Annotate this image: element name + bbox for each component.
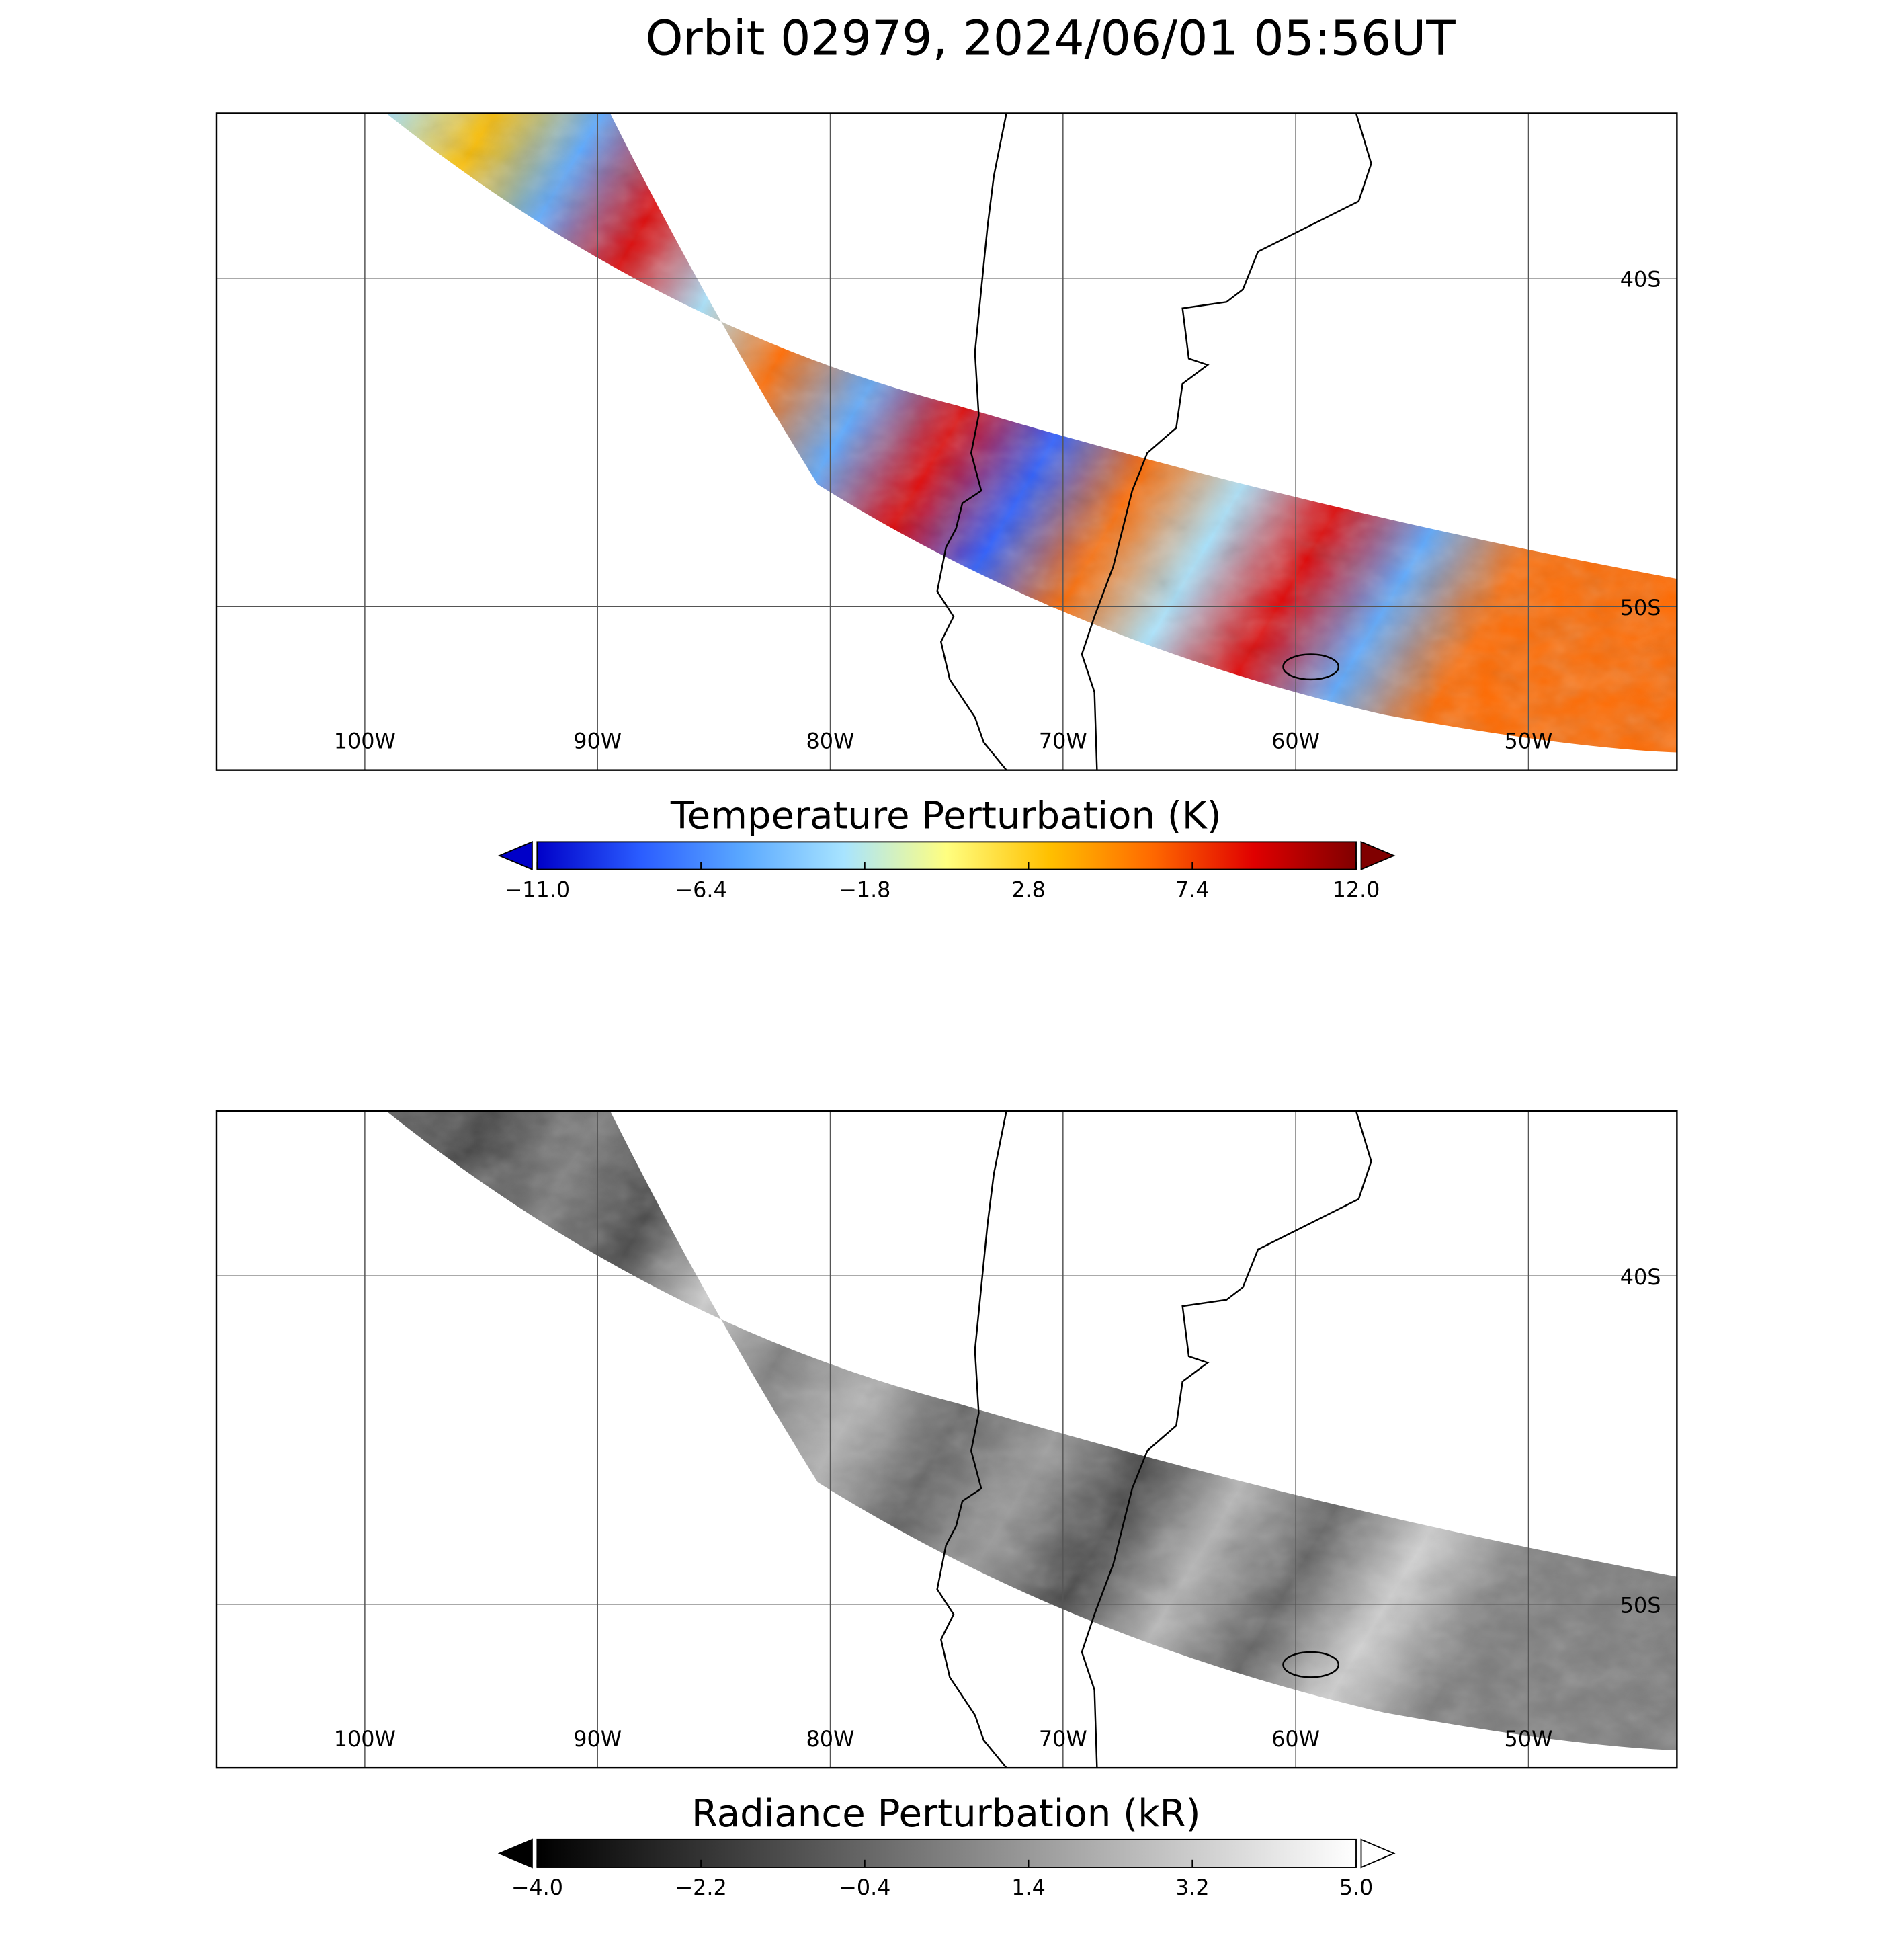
colorbar-extend-low <box>497 840 533 870</box>
colorbar-tick-label: −11.0 <box>505 876 571 902</box>
colorbar-tick-label: 7.4 <box>1175 876 1210 902</box>
colorbar-tick-label: 3.2 <box>1175 1875 1210 1900</box>
coastline <box>936 113 1372 770</box>
colorbar-extend-high <box>1360 1838 1396 1869</box>
colorbar-tick-label: −1.8 <box>839 876 890 902</box>
lon-label: 90W <box>573 1726 622 1752</box>
map-frame <box>215 112 1678 771</box>
colorbar-tick-label: 2.8 <box>1011 876 1046 902</box>
colorbar-title: Radiance Perturbation (kR) <box>691 1792 1201 1836</box>
lat-label: 40S <box>1620 266 1661 292</box>
colorbar-tick-label: 12.0 <box>1333 876 1380 902</box>
lon-label: 80W <box>806 1726 855 1752</box>
colorbar <box>536 1838 1357 1868</box>
map-frame <box>215 1110 1678 1769</box>
lat-label: 50S <box>1620 1593 1661 1619</box>
lon-label: 50W <box>1505 1726 1553 1752</box>
lon-label: 70W <box>1039 1726 1087 1752</box>
lat-label: 40S <box>1620 1264 1661 1290</box>
falkland-islands <box>1282 1651 1340 1678</box>
colorbar-tick-label: 5.0 <box>1339 1875 1374 1900</box>
coastline <box>936 1110 1372 1768</box>
lon-label: 100W <box>334 728 396 753</box>
figure-title: Orbit 02979, 2024/06/01 05:56UT <box>646 10 1456 66</box>
colorbar-tick-label: −6.4 <box>675 876 726 902</box>
lon-label: 90W <box>573 728 622 753</box>
lon-label: 100W <box>334 1726 396 1752</box>
lon-label: 60W <box>1271 728 1320 753</box>
colorbar-title: Temperature Perturbation (K) <box>670 794 1222 838</box>
colorbar-tick-label: 1.4 <box>1011 1875 1046 1900</box>
colorbar-extend-high <box>1360 840 1396 870</box>
lat-label: 50S <box>1620 595 1661 620</box>
colorbar-extend-low <box>497 1838 533 1869</box>
lon-label: 60W <box>1271 1726 1320 1752</box>
lon-label: 50W <box>1505 728 1553 753</box>
falkland-islands <box>1282 653 1340 681</box>
map-panel: 100W 90W 80W 70W 60W 50W 40S 50S Radiance Pertur… <box>215 1110 1678 1900</box>
lon-label: 80W <box>806 728 855 753</box>
map-area <box>216 113 1677 770</box>
colorbar-tick-label: −4.0 <box>511 1875 563 1900</box>
swath-texture <box>386 1110 1677 1750</box>
lon-label: 70W <box>1039 728 1087 753</box>
colorbar-tick-label: −2.2 <box>675 1875 726 1900</box>
colorbar-tick-label: −0.4 <box>839 1875 890 1900</box>
map-area <box>216 1110 1677 1768</box>
colorbar <box>536 841 1357 870</box>
map-panel: 100W 90W 80W 70W 60W 50W 40S 50S Temperature Per… <box>215 112 1678 902</box>
swath-texture <box>386 113 1677 753</box>
